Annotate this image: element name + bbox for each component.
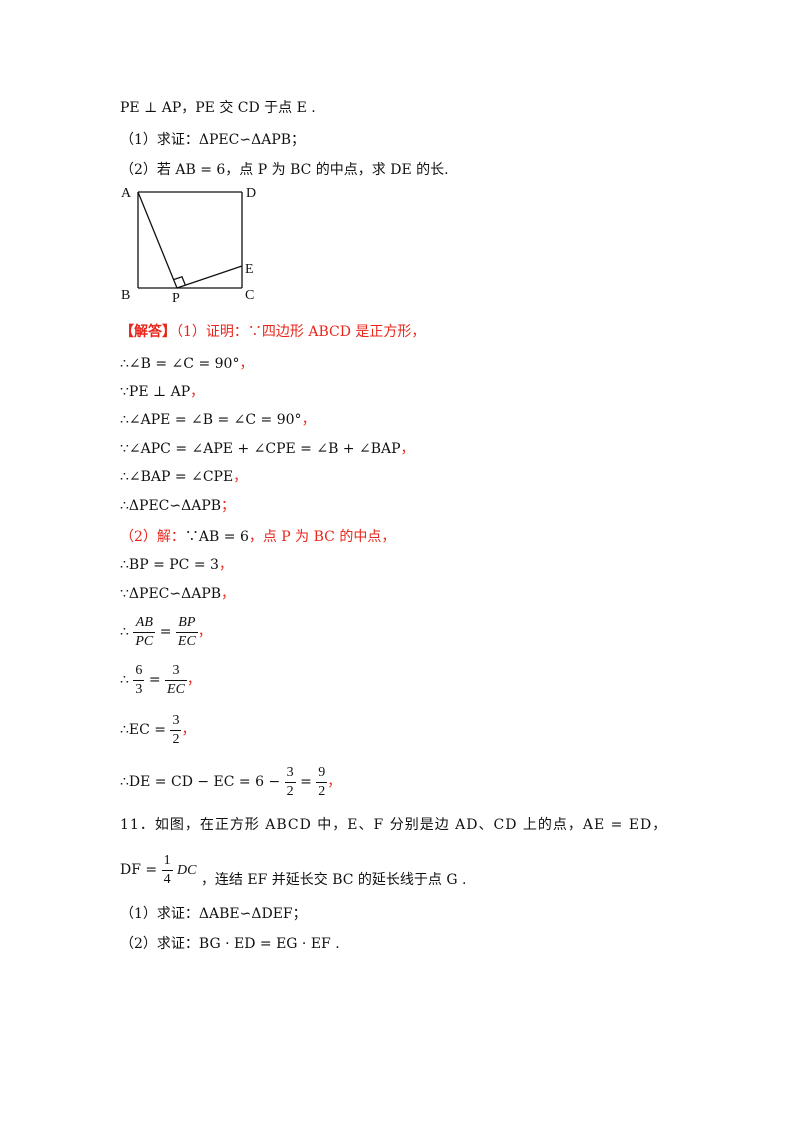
- label-c: C: [245, 288, 254, 303]
- label-a: A: [121, 186, 132, 201]
- problem10-condition: PE ⊥ AP，PE 交 CD 于点 E .: [120, 100, 316, 116]
- fraction-3-ec: 3 EC: [165, 662, 187, 697]
- step-1: ∴∠B = ∠C = 90°，: [120, 356, 254, 372]
- label-b: B: [121, 288, 130, 303]
- problem11-statement: 11．如图，在正方形 ABCD 中，E、F 分别是边 AD、CD 上的点，AE …: [120, 817, 668, 833]
- solution-label: 【解答】: [120, 324, 176, 340]
- step-2: ∵PE ⊥ AP，: [120, 384, 205, 400]
- step-5: ∴∠BAP = ∠CPE，: [120, 469, 248, 485]
- fraction-bp-ec: BP EC: [175, 614, 198, 649]
- step-8: ∵ΔPEC∽ΔAPB，: [120, 586, 236, 602]
- label-e: E: [245, 262, 254, 277]
- label-p: P: [172, 291, 180, 306]
- step-3: ∴∠APE = ∠B = ∠C = 90°，: [120, 412, 316, 428]
- problem11-question1: （1）求证：ΔABE∽ΔDEF；: [120, 906, 307, 922]
- label-d: D: [246, 186, 256, 201]
- problem10-question2: （2）若 AB = 6，点 P 为 BC 的中点，求 DE 的长.: [120, 162, 449, 178]
- right-angle-mark: [173, 275, 187, 286]
- step-4: ∵∠APC = ∠APE + ∠CPE = ∠B + ∠BAP，: [120, 441, 415, 457]
- fraction-ab-pc: AB PC: [133, 614, 156, 649]
- solution-part2-intro: （2）解：∵AB = 6，点 P 为 BC 的中点，: [120, 529, 396, 545]
- segment-pe: [176, 265, 243, 289]
- problem10-question1: （1）求证：ΔPEC∽ΔAPB；: [120, 132, 306, 148]
- step-9-proportion: ∴ AB PC = BP EC，: [120, 614, 212, 649]
- step-7: ∴BP = PC = 3，: [120, 557, 233, 573]
- problem11-question2: （2）求证：BG · ED = EG · EF .: [120, 936, 340, 952]
- step-11-ec-value: ∴EC = 3 2，: [120, 712, 196, 747]
- step-6: ∴ΔPEC∽ΔAPB；: [120, 498, 236, 514]
- segment-ap: [137, 191, 178, 289]
- solution-part1-intro: 【解答】（1）证明：∵四边形 ABCD 是正方形，: [120, 324, 426, 340]
- square-figure: A D B C E P: [121, 186, 256, 306]
